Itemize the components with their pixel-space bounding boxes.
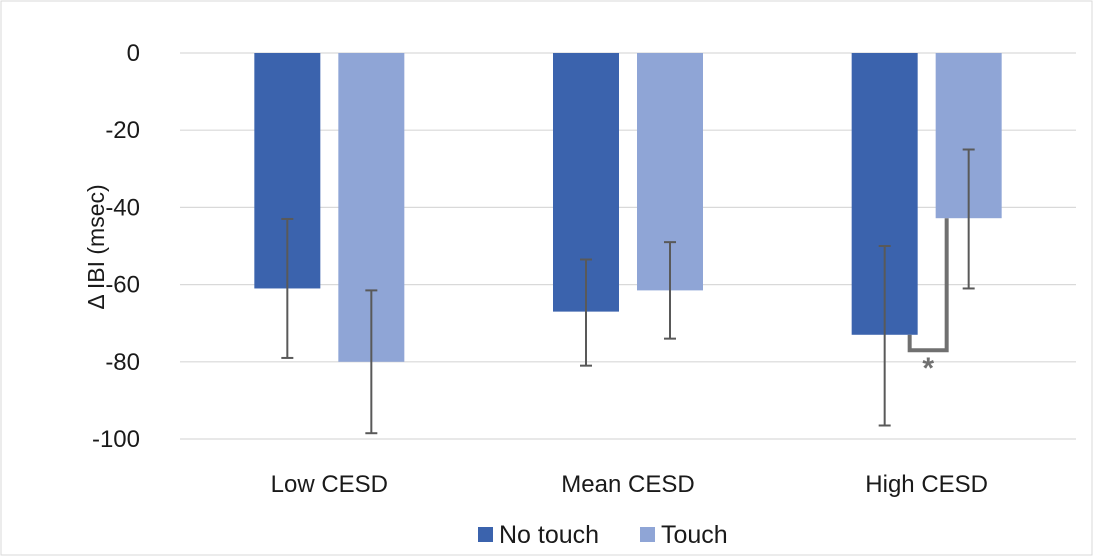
legend: No touch Touch bbox=[478, 521, 728, 549]
legend-label: No touch bbox=[499, 521, 599, 549]
y-tick-label: 0 bbox=[127, 40, 140, 67]
significance-star: * bbox=[922, 352, 934, 385]
significance-bracket bbox=[907, 218, 949, 353]
significance-annotation: * bbox=[907, 218, 949, 385]
legend-label: Touch bbox=[661, 521, 728, 549]
legend-swatch bbox=[478, 527, 493, 542]
gridlines bbox=[180, 52, 1076, 440]
y-tick-label: -80 bbox=[105, 349, 140, 376]
y-tick-label: -60 bbox=[105, 272, 140, 299]
y-tick-label: -20 bbox=[105, 117, 140, 144]
category-labels: Low CESD Mean CESD High CESD bbox=[271, 471, 988, 498]
y-tick-label: -100 bbox=[92, 426, 140, 453]
legend-swatch bbox=[640, 527, 655, 542]
y-axis-title: Δ IBI (msec) bbox=[83, 184, 109, 309]
category-label: High CESD bbox=[865, 471, 988, 498]
y-tick-label: -40 bbox=[105, 194, 140, 221]
category-label: Low CESD bbox=[271, 471, 388, 498]
y-tick-labels: 0 -20 -40 -60 -80 -100 bbox=[92, 40, 140, 453]
error-bars bbox=[281, 148, 975, 435]
category-label: Mean CESD bbox=[561, 471, 694, 498]
